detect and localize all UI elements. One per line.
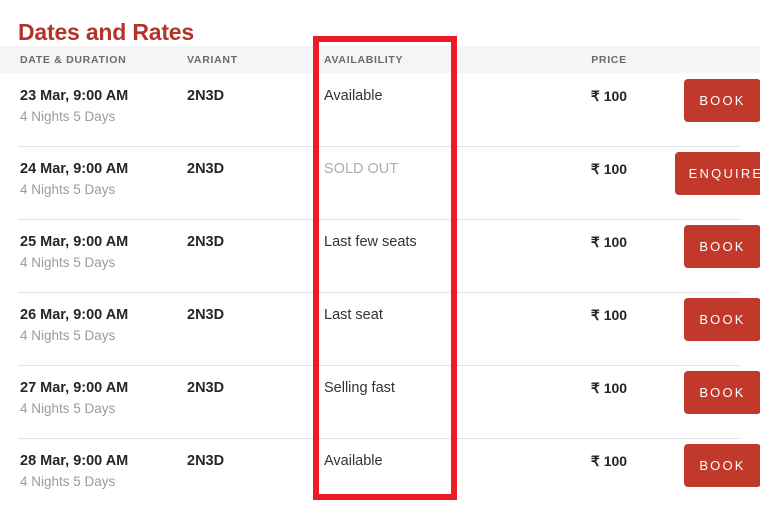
table-header-row: DATE & DURATION VARIANT AVAILABILITY PRI… — [0, 46, 760, 73]
cell-availability: Last few seats — [312, 219, 534, 252]
cell-variant: 2N3D — [187, 365, 312, 398]
row-duration: 4 Nights 5 Days — [20, 182, 116, 197]
cell-date-duration: 23 Mar, 9:00 AM 4 Nights 5 Days — [0, 73, 187, 128]
cell-date-duration: 25 Mar, 9:00 AM 4 Nights 5 Days — [0, 219, 187, 274]
cell-variant: 2N3D — [187, 292, 312, 325]
table-row: 23 Mar, 9:00 AM 4 Nights 5 Days 2N3D Ava… — [0, 73, 760, 146]
cell-price: ₹ 100 — [534, 438, 684, 471]
table-row: 24 Mar, 9:00 AM 4 Nights 5 Days 2N3D SOL… — [0, 146, 760, 219]
row-date: 26 Mar, 9:00 AM — [20, 307, 129, 323]
cell-action: BOOK — [684, 438, 760, 487]
row-date: 23 Mar, 9:00 AM — [20, 88, 129, 104]
table-body: 23 Mar, 9:00 AM 4 Nights 5 Days 2N3D Ava… — [0, 73, 760, 511]
row-date: 24 Mar, 9:00 AM — [20, 161, 129, 177]
table-row: 28 Mar, 9:00 AM 4 Nights 5 Days 2N3D Ava… — [0, 438, 760, 511]
row-variant: 2N3D — [187, 234, 225, 250]
row-availability-sold-out: SOLD OUT — [324, 161, 399, 177]
column-header-date-duration: DATE & DURATION — [20, 53, 127, 66]
row-price: ₹ 100 — [590, 234, 628, 250]
row-duration: 4 Nights 5 Days — [20, 328, 116, 343]
cell-action: ENQUIRE — [675, 146, 760, 195]
book-button[interactable]: BOOK — [684, 79, 760, 122]
book-button[interactable]: BOOK — [684, 371, 760, 414]
row-variant: 2N3D — [187, 453, 225, 469]
cell-availability: Available — [312, 438, 534, 471]
cell-variant: 2N3D — [187, 438, 312, 471]
book-button[interactable]: BOOK — [684, 225, 760, 268]
cell-date-duration: 27 Mar, 9:00 AM 4 Nights 5 Days — [0, 365, 187, 420]
row-price: ₹ 100 — [590, 453, 628, 469]
row-price: ₹ 100 — [590, 380, 628, 396]
row-variant: 2N3D — [187, 161, 225, 177]
cell-date-duration: 24 Mar, 9:00 AM 4 Nights 5 Days — [0, 146, 187, 201]
page-title: Dates and Rates — [18, 19, 194, 46]
cell-variant: 2N3D — [187, 219, 312, 252]
row-variant: 2N3D — [187, 380, 225, 396]
table-row: 25 Mar, 9:00 AM 4 Nights 5 Days 2N3D Las… — [0, 219, 760, 292]
book-button[interactable]: BOOK — [684, 298, 760, 341]
row-date: 28 Mar, 9:00 AM — [20, 453, 129, 469]
enquire-button[interactable]: ENQUIRE — [675, 152, 760, 195]
cell-availability: SOLD OUT — [312, 146, 534, 179]
row-duration: 4 Nights 5 Days — [20, 255, 116, 270]
cell-price: ₹ 100 — [534, 365, 684, 398]
row-availability: Available — [324, 88, 383, 104]
cell-availability: Selling fast — [312, 365, 534, 398]
row-availability: Selling fast — [324, 380, 395, 396]
cell-price: ₹ 100 — [534, 219, 684, 252]
row-date: 25 Mar, 9:00 AM — [20, 234, 129, 250]
column-header-availability: AVAILABILITY — [324, 53, 404, 66]
book-button[interactable]: BOOK — [684, 444, 760, 487]
cell-action: BOOK — [684, 73, 760, 122]
cell-variant: 2N3D — [187, 146, 312, 179]
cell-price: ₹ 100 — [534, 292, 684, 325]
row-date: 27 Mar, 9:00 AM — [20, 380, 129, 396]
row-availability: Last few seats — [324, 234, 417, 250]
cell-variant: 2N3D — [187, 73, 312, 106]
cell-price: ₹ 100 — [534, 73, 684, 106]
cell-date-duration: 28 Mar, 9:00 AM 4 Nights 5 Days — [0, 438, 187, 493]
cell-date-duration: 26 Mar, 9:00 AM 4 Nights 5 Days — [0, 292, 187, 347]
cell-availability: Available — [312, 73, 534, 106]
row-price: ₹ 100 — [590, 88, 628, 104]
column-header-price: PRICE — [591, 53, 627, 66]
table-row: 27 Mar, 9:00 AM 4 Nights 5 Days 2N3D Sel… — [0, 365, 760, 438]
row-variant: 2N3D — [187, 307, 225, 323]
row-duration: 4 Nights 5 Days — [20, 401, 116, 416]
cell-action: BOOK — [684, 365, 760, 414]
row-duration: 4 Nights 5 Days — [20, 109, 116, 124]
column-header-variant: VARIANT — [187, 53, 238, 66]
row-variant: 2N3D — [187, 88, 225, 104]
table-row: 26 Mar, 9:00 AM 4 Nights 5 Days 2N3D Las… — [0, 292, 760, 365]
row-price: ₹ 100 — [590, 307, 628, 323]
cell-availability: Last seat — [312, 292, 534, 325]
cell-action: BOOK — [684, 219, 760, 268]
row-price: ₹ 100 — [590, 161, 628, 177]
dates-and-rates-table: DATE & DURATION VARIANT AVAILABILITY PRI… — [0, 46, 760, 511]
cell-price: ₹ 100 — [534, 146, 684, 179]
cell-action: BOOK — [684, 292, 760, 341]
row-duration: 4 Nights 5 Days — [20, 474, 116, 489]
row-availability: Last seat — [324, 307, 383, 323]
row-availability: Available — [324, 453, 383, 469]
